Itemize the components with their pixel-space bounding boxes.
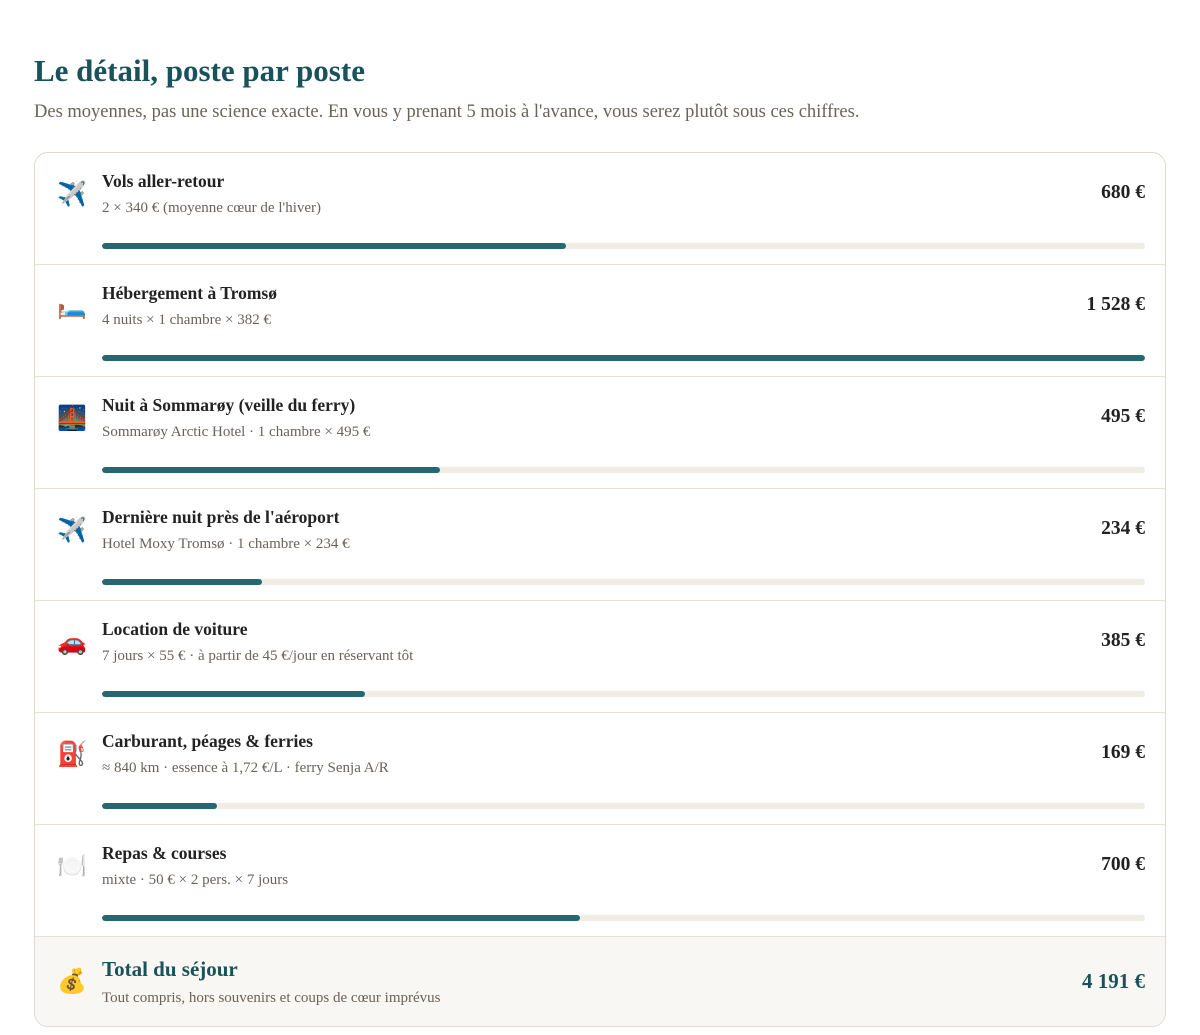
item-detail: 2 × 340 € (moyenne cœur de l'hiver): [102, 200, 322, 216]
item-label: Location de voiture: [102, 619, 248, 639]
airplane-icon: ✈️: [57, 516, 87, 544]
budget-item-fuel-tolls-ferries: ⛽ Carburant, péages & ferries ≈ 840 km ·…: [35, 713, 1165, 825]
item-label: Carburant, péages & ferries: [102, 731, 313, 751]
total-label: Total du séjour: [102, 957, 238, 981]
item-detail: 7 jours × 55 € · à partir de 45 €/jour e…: [102, 648, 414, 664]
budget-item-sommaroy-night: 🌉 Nuit à Sommarøy (veille du ferry) Somm…: [35, 377, 1165, 489]
budget-item-flights: ✈️ Vols aller-retour 2 × 340 € (moyenne …: [35, 153, 1165, 265]
airplane-icon: ✈️: [57, 180, 87, 208]
item-detail: Sommarøy Arctic Hotel · 1 chambre × 495 …: [102, 424, 371, 440]
item-amount: 495 €: [1101, 406, 1145, 427]
cost-bar-fill: [102, 243, 567, 249]
total-detail: Tout compris, hors souvenirs et coups de…: [102, 990, 441, 1006]
cost-bar-track: [102, 803, 1145, 809]
item-amount: 1 528 €: [1086, 294, 1146, 315]
item-label: Vols aller-retour: [102, 171, 225, 191]
cost-bar-track: [102, 691, 1145, 697]
car-icon: 🚗: [57, 628, 87, 656]
cost-bar-fill: [102, 355, 1145, 361]
budget-item-airport-night: ✈️ Dernière nuit près de l'aéroport Hote…: [35, 489, 1165, 601]
cost-bar-track: [102, 579, 1145, 585]
item-detail: Hotel Moxy Tromsø · 1 chambre × 234 €: [102, 536, 350, 552]
bed-icon: 🛏️: [57, 292, 87, 320]
total-amount: 4 191 €: [1082, 969, 1145, 993]
cost-bar-fill: [102, 803, 218, 809]
cost-bar-track: [102, 243, 1145, 249]
fuel-pump-icon: ⛽: [57, 740, 87, 768]
item-detail: mixte · 50 € × 2 pers. × 7 jours: [102, 872, 289, 888]
page-title: Le détail, poste par poste: [34, 53, 365, 88]
item-amount: 169 €: [1101, 742, 1145, 763]
cost-bar-track: [102, 355, 1145, 361]
item-amount: 385 €: [1101, 630, 1145, 651]
money-bag-icon: 💰: [57, 967, 87, 995]
budget-breakdown-card: ✈️ Vols aller-retour 2 × 340 € (moyenne …: [34, 152, 1166, 1027]
cost-bar-fill: [102, 691, 365, 697]
item-detail: ≈ 840 km · essence à 1,72 €/L · ferry Se…: [102, 760, 389, 776]
item-label: Nuit à Sommarøy (veille du ferry): [102, 395, 356, 415]
item-amount: 234 €: [1101, 518, 1145, 539]
budget-item-meals-groceries: 🍽️ Repas & courses mixte · 50 € × 2 pers…: [35, 825, 1165, 937]
plate-cutlery-icon: 🍽️: [57, 852, 87, 880]
cost-bar-fill: [102, 579, 262, 585]
budget-total-row: 💰 Total du séjour Tout compris, hors sou…: [35, 937, 1165, 1026]
item-label: Repas & courses: [102, 843, 227, 863]
budget-item-tromso-lodging: 🛏️ Hébergement à Tromsø 4 nuits × 1 cham…: [35, 265, 1165, 377]
cost-bar-fill: [102, 467, 440, 473]
bridge-at-night-icon: 🌉: [57, 404, 87, 432]
item-label: Dernière nuit près de l'aéroport: [102, 507, 340, 527]
item-detail: 4 nuits × 1 chambre × 382 €: [102, 312, 271, 328]
cost-bar-fill: [102, 915, 580, 921]
budget-item-car-rental: 🚗 Location de voiture 7 jours × 55 € · à…: [35, 601, 1165, 713]
cost-bar-track: [102, 467, 1145, 473]
cost-bar-track: [102, 915, 1145, 921]
item-amount: 680 €: [1101, 182, 1145, 203]
item-label: Hébergement à Tromsø: [102, 283, 277, 303]
page-subtitle: Des moyennes, pas une science exacte. En…: [34, 102, 860, 122]
item-amount: 700 €: [1101, 854, 1145, 875]
